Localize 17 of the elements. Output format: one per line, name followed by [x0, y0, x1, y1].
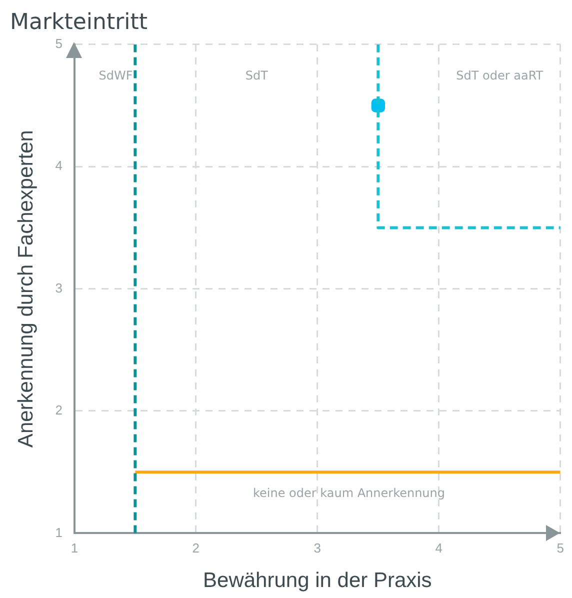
x-tick-label: 4 — [435, 540, 443, 556]
x-axis-title: Bewährung in der Praxis — [203, 569, 432, 592]
x-tick-label: 3 — [314, 540, 322, 556]
y-axis-title: Anerkennung durch Fachexperten — [14, 130, 38, 448]
annotation: keine oder kaum Annerkennung — [252, 486, 445, 500]
y-tick-label: 4 — [55, 158, 62, 174]
annotation: SdT — [245, 68, 269, 82]
x-tick-label: 1 — [70, 540, 78, 556]
x-tick-label: 5 — [556, 540, 564, 556]
annotation: SdWF — [98, 68, 133, 82]
y-tick-label: 2 — [55, 402, 62, 418]
annotation: SdT oder aaRT — [456, 68, 544, 82]
chart-title: Markteintritt — [10, 10, 148, 35]
y-tick-label: 3 — [55, 280, 62, 296]
y-tick-label: 5 — [55, 36, 62, 51]
y-tick-label: 1 — [55, 524, 62, 540]
x-tick-label: 2 — [192, 540, 200, 556]
